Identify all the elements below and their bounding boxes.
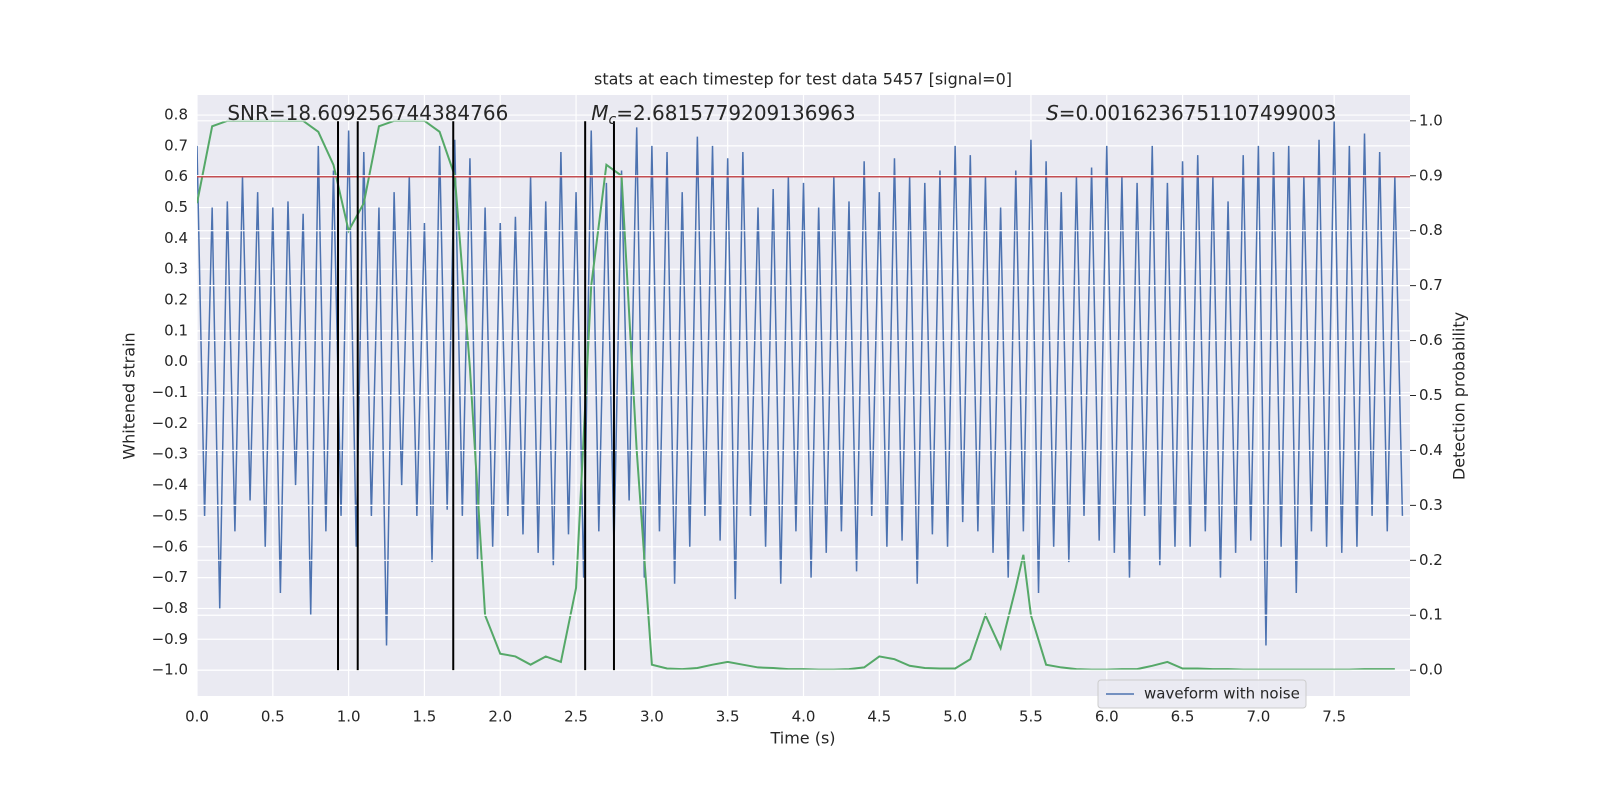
y-tick-label: 0.8: [164, 106, 188, 124]
y2-tick-label: 0.4: [1419, 441, 1443, 459]
y-tick-label: −0.9: [152, 630, 188, 648]
x-tick-label: 1.0: [337, 708, 361, 726]
x-tick-label: 2.0: [488, 708, 512, 726]
x-tick-label: 2.5: [564, 708, 588, 726]
y2-tick-label: 1.0: [1419, 111, 1443, 129]
y-tick-label: −0.2: [152, 414, 188, 432]
annotation: SNR=18.609256744384766: [227, 101, 508, 125]
annotation-text: SNR=18.609256744384766: [227, 101, 508, 125]
y2-tick-label: 0.0: [1419, 661, 1443, 679]
waveform-line: [197, 121, 1404, 646]
y-tick-label: 0.3: [164, 260, 188, 278]
y-tick-label: −0.8: [152, 599, 188, 617]
y-tick-label: 0.0: [164, 352, 188, 370]
x-tick-label: 3.5: [716, 708, 740, 726]
x-tick-label: 4.0: [792, 708, 816, 726]
y-tick-label: 0.6: [164, 167, 188, 185]
y-tick-label: 0.5: [164, 198, 188, 216]
y2-tick-label: 0.9: [1419, 166, 1443, 184]
x-tick-label: 0.5: [261, 708, 285, 726]
y2-tick-label: 0.8: [1419, 221, 1443, 239]
y-tick-label: 0.1: [164, 321, 188, 339]
x-tick-label: 1.5: [413, 708, 437, 726]
y2-tick-label: 0.7: [1419, 276, 1443, 294]
chart-title: stats at each timestep for test data 545…: [594, 70, 1012, 89]
y-tick-label: −0.1: [152, 383, 188, 401]
y-tick-label: −0.6: [152, 537, 188, 555]
y2-tick-label: 0.2: [1419, 551, 1443, 569]
annotation-text: =2.6815779209136963: [616, 101, 855, 125]
x-tick-label: 5.0: [943, 708, 967, 726]
annotation: S=0.0016236751107499003: [1046, 101, 1336, 125]
annotation: Mc=2.6815779209136963: [591, 101, 855, 129]
x-tick-label: 0.0: [185, 708, 209, 726]
x-tick-label: 6.5: [1171, 708, 1195, 726]
y2-axis-label: Detection probability: [1450, 312, 1469, 480]
annotation-symbol: M: [591, 101, 608, 125]
y2-tick-label: 0.1: [1419, 606, 1443, 624]
legend-box: [1097, 679, 1307, 709]
x-tick-label: 3.0: [640, 708, 664, 726]
annotation-symbol: S: [1046, 101, 1059, 125]
y-tick-label: −0.3: [152, 445, 188, 463]
y-tick-label: −1.0: [152, 661, 188, 679]
x-tick-label: 6.0: [1095, 708, 1119, 726]
y-tick-label: 0.4: [164, 229, 188, 247]
annotation-subscript: c: [608, 112, 616, 128]
y-tick-label: −0.7: [152, 568, 188, 586]
x-tick-label: 7.5: [1322, 708, 1346, 726]
y-tick-label: −0.5: [152, 506, 188, 524]
y-tick-label: −0.4: [152, 476, 188, 494]
x-axis-label: Time (s): [769, 729, 835, 748]
y-axis-label: Whitened strain: [120, 332, 139, 459]
y2-tick-label: 0.5: [1419, 386, 1443, 404]
y-tick-label: 0.2: [164, 291, 188, 309]
x-tick-label: 7.0: [1246, 708, 1270, 726]
x-tick-label: 5.5: [1019, 708, 1043, 726]
x-tick-label: 4.5: [867, 708, 891, 726]
y2-tick-label: 0.3: [1419, 496, 1443, 514]
annotation-text: =0.0016236751107499003: [1059, 101, 1337, 125]
y2-tick-label: 0.6: [1419, 331, 1443, 349]
y-tick-label: 0.7: [164, 136, 188, 154]
legend-label: waveform with noise: [1144, 685, 1300, 703]
